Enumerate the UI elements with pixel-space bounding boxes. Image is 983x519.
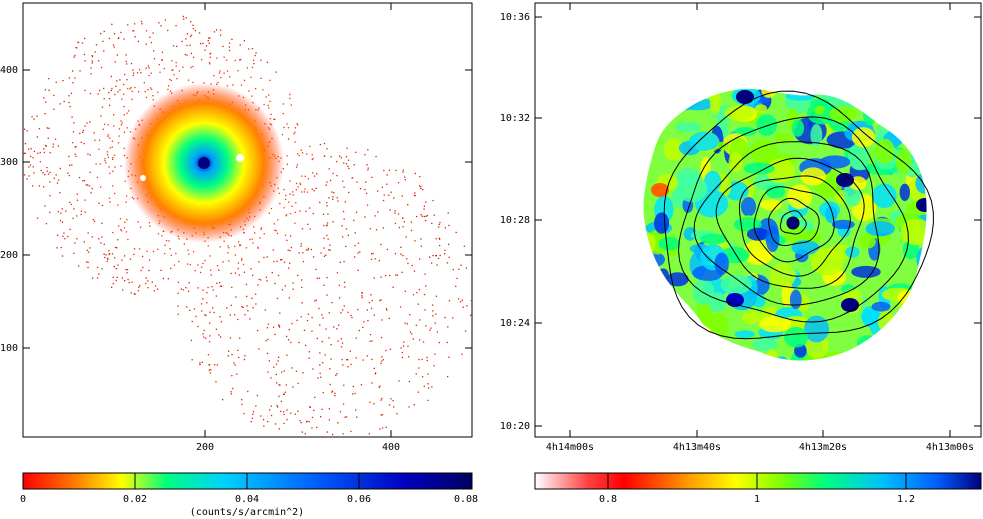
right-y-tick-label: 10:20 — [500, 421, 530, 432]
left-y-tick-label: 400 — [0, 65, 18, 76]
left-colorbar-tick: 0.06 — [347, 494, 371, 505]
right-colorbar-tick: 0.8 — [599, 494, 617, 505]
left-colorbar-tick: 0.08 — [454, 494, 478, 505]
contour-line — [677, 116, 909, 323]
contour-line — [693, 141, 880, 306]
surface-brightness-contours — [663, 90, 934, 340]
left-x-tick-label: 400 — [382, 442, 400, 453]
right-colorbar-gradient — [534, 472, 982, 490]
right-colorbar-tick: 1.2 — [897, 494, 915, 505]
contour-line — [739, 175, 851, 277]
xray-diffuse-emission — [23, 15, 472, 436]
contour-line — [715, 157, 865, 289]
left-image-panel: 200 400 100 200 300 400 — [0, 2, 473, 453]
right-x-tick-label: 4h13m00s — [926, 442, 974, 453]
contour-peak — [786, 216, 800, 230]
left-y-tick-label: 200 — [0, 250, 18, 261]
masked-point-source — [236, 154, 244, 162]
right-x-tick-label: 4h13m20s — [799, 442, 847, 453]
right-x-tick-label: 4h14m00s — [546, 442, 594, 453]
contour-line — [663, 90, 934, 340]
right-y-tick-label: 10:32 — [500, 113, 530, 124]
left-colorbar: 0 0.02 0.04 0.06 0.08 (counts/s/arcmin^2… — [20, 472, 478, 518]
right-colorbar: 0.8 1 1.2 — [534, 472, 982, 505]
right-colorbar-tick: 1 — [754, 494, 760, 505]
contour-line — [779, 210, 807, 235]
left-y-tick-label: 300 — [0, 157, 18, 168]
contour-line — [753, 186, 835, 263]
masked-point-source — [140, 175, 146, 181]
cluster-peak — [198, 157, 210, 169]
left-colorbar-tick: 0 — [20, 494, 26, 505]
left-colorbar-tick: 0.02 — [123, 494, 147, 505]
left-y-tick-label: 100 — [0, 343, 18, 354]
right-tick-marks — [535, 3, 981, 437]
right-y-tick-label: 10:24 — [500, 318, 530, 329]
left-x-tick-label: 200 — [196, 442, 214, 453]
left-tick-marks — [23, 3, 472, 437]
contour-line — [768, 197, 820, 246]
right-y-tick-label: 10:36 — [500, 12, 530, 23]
right-x-tick-label: 4h13m40s — [673, 442, 721, 453]
left-colorbar-tick: 0.04 — [235, 494, 259, 505]
right-map-panel: 4h14m00s 4h13m40s 4h13m20s 4h13m00s 10:3… — [500, 2, 982, 453]
right-y-tick-label: 10:28 — [500, 215, 530, 226]
left-colorbar-label: (counts/s/arcmin^2) — [190, 507, 304, 518]
